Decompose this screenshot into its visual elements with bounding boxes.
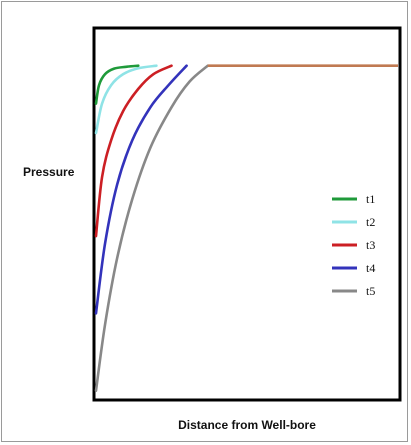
legend-label-t4: t4 bbox=[366, 261, 375, 275]
y-axis-label: Pressure bbox=[23, 165, 75, 179]
x-axis-label: Distance from Well-bore bbox=[178, 418, 316, 432]
series-layer bbox=[94, 64, 398, 392]
legend-label-t1: t1 bbox=[366, 192, 375, 206]
legend-label-t3: t3 bbox=[366, 238, 375, 252]
series-line-t1 bbox=[94, 64, 140, 105]
legend-label-t5: t5 bbox=[366, 284, 375, 298]
plot-area bbox=[92, 26, 402, 402]
series-line-t5 bbox=[94, 64, 210, 392]
series-line-t3 bbox=[94, 64, 173, 238]
series-line-t2 bbox=[94, 64, 158, 135]
legend: t1 t2 t3 t4 t5 bbox=[332, 192, 375, 298]
legend-label-t2: t2 bbox=[366, 215, 375, 229]
series-line-t4 bbox=[94, 64, 188, 315]
